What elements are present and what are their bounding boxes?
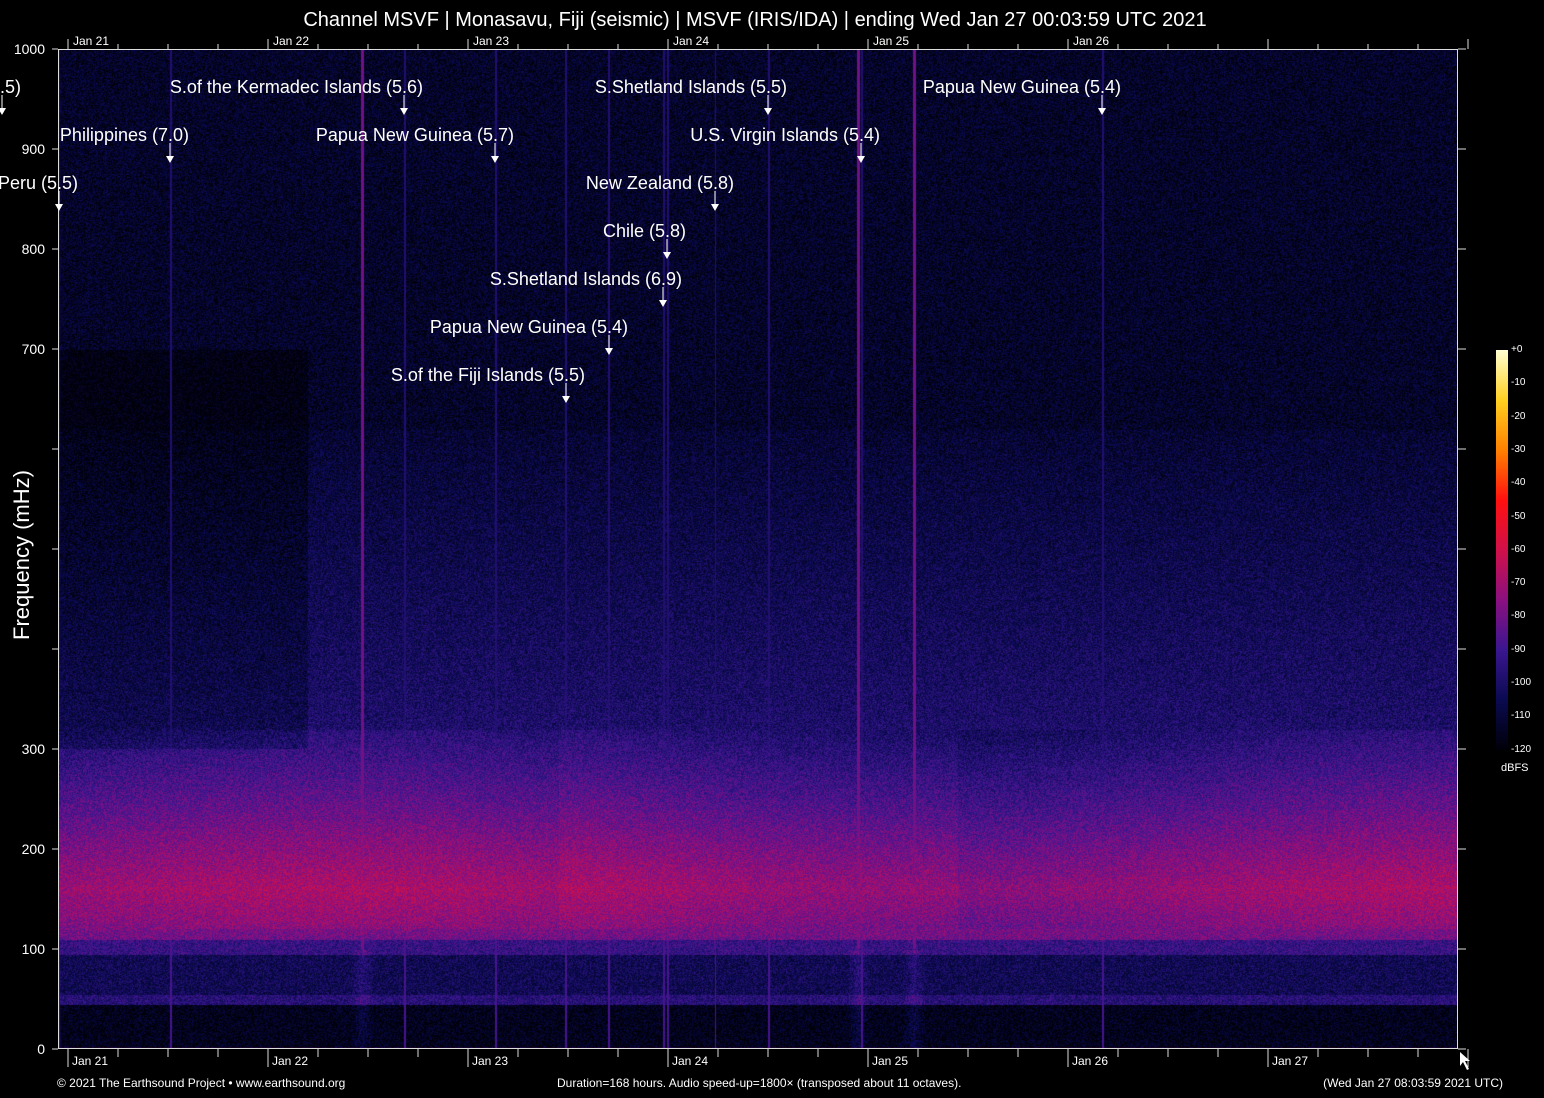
x-tick-label-top: Jan 26 bbox=[1073, 34, 1109, 48]
event-label: Chile (5.8) bbox=[602, 221, 686, 241]
colorbar-tick-label: +0 bbox=[1511, 344, 1523, 355]
x-tick-label-bottom: Jan 22 bbox=[272, 1054, 308, 1068]
y-tick-label: 700 bbox=[22, 341, 46, 357]
event-arrow-icon bbox=[711, 204, 719, 211]
event-label: S.Shetland Islands (5.5) bbox=[594, 77, 787, 97]
y-tick-label: 300 bbox=[22, 741, 46, 757]
colorbar-tick-label: -10 bbox=[1511, 377, 1526, 389]
event-label: S.Shetland Islands (6.9) bbox=[489, 269, 682, 289]
event-label: Philippines (7.0) bbox=[59, 125, 189, 145]
event-arrow-icon bbox=[0, 108, 6, 115]
event-label: Papua New Guinea (5.4) bbox=[922, 77, 1121, 97]
spectrogram bbox=[58, 49, 1458, 1049]
footer-copyright: © 2021 The Earthsound Project • www.eart… bbox=[57, 1076, 346, 1090]
event-arrow-icon bbox=[857, 156, 865, 163]
event-label: S.of the Kermadec Islands (5.6) bbox=[169, 77, 423, 97]
y-tick-label: 900 bbox=[22, 141, 46, 157]
event-arrow-icon bbox=[562, 396, 570, 403]
colorbar-tick-label: -30 bbox=[1511, 443, 1526, 455]
footer-duration: Duration=168 hours. Audio speed-up=1800×… bbox=[557, 1076, 962, 1090]
cursor-icon bbox=[1460, 1052, 1470, 1070]
y-tick-label: 1000 bbox=[14, 41, 45, 57]
x-tick-label-top: Jan 24 bbox=[673, 34, 709, 48]
event-arrow-icon bbox=[166, 156, 174, 163]
y-tick-label: 0 bbox=[37, 1041, 45, 1057]
event-arrow-icon bbox=[400, 108, 408, 115]
event-arrow-icon bbox=[55, 204, 63, 211]
event-label: Papua New Guinea (5.7) bbox=[315, 125, 514, 145]
plot-frame bbox=[58, 49, 1458, 1049]
y-axis-label: Frequency (mHz) bbox=[9, 470, 34, 640]
event-label: S.of the Fiji Islands (5.5) bbox=[390, 365, 585, 385]
colorbar-tick-label: -100 bbox=[1511, 677, 1532, 688]
x-tick-label-top: Jan 23 bbox=[473, 34, 509, 48]
colorbar-tick-label: -50 bbox=[1511, 510, 1526, 522]
event-label: Papua New Guinea (5.4) bbox=[429, 317, 628, 337]
colorbar-tick-label: -90 bbox=[1511, 643, 1526, 655]
colorbar-tick-label: -20 bbox=[1511, 410, 1526, 422]
event-label: ... (5.5) bbox=[0, 77, 21, 97]
y-tick-label: 800 bbox=[22, 241, 46, 257]
colorbar-tick-label: -40 bbox=[1511, 477, 1526, 489]
x-tick-label-top: Jan 22 bbox=[273, 34, 309, 48]
x-tick-label-bottom: Jan 26 bbox=[1072, 1054, 1108, 1068]
colorbar-tick-label: -110 bbox=[1511, 710, 1531, 722]
x-tick-label-bottom: Jan 23 bbox=[472, 1054, 508, 1068]
event-arrow-icon bbox=[764, 108, 772, 115]
colorbar-tick-label: -70 bbox=[1511, 577, 1526, 589]
event-arrow-icon bbox=[605, 348, 613, 355]
colorbar-tick-label: -120 bbox=[1511, 743, 1532, 755]
footer-timestamp: (Wed Jan 27 08:03:59 2021 UTC) bbox=[1323, 1076, 1503, 1090]
x-tick-label-bottom: Jan 25 bbox=[872, 1054, 908, 1068]
colorbar bbox=[1496, 350, 1508, 750]
event-arrow-icon bbox=[663, 252, 671, 259]
event-label: New Zealand (5.8) bbox=[585, 173, 734, 193]
x-tick-label-bottom: Jan 24 bbox=[672, 1054, 708, 1068]
event-arrow-icon bbox=[659, 300, 667, 307]
x-tick-label-top: Jan 25 bbox=[873, 34, 909, 48]
colorbar-unit: dBFS bbox=[1501, 762, 1529, 774]
y-tick-label: 100 bbox=[22, 941, 46, 957]
colorbar-tick-label: -60 bbox=[1511, 543, 1526, 555]
colorbar-tick-label: -80 bbox=[1511, 610, 1526, 622]
event-arrow-icon bbox=[1098, 108, 1106, 115]
chart-title: Channel MSVF | Monasavu, Fiji (seismic) … bbox=[303, 9, 1207, 31]
event-label: Peru (5.5) bbox=[0, 173, 78, 193]
x-tick-label-bottom: Jan 27 bbox=[1272, 1054, 1308, 1068]
y-tick-label: 200 bbox=[22, 841, 46, 857]
x-tick-label-bottom: Jan 21 bbox=[72, 1054, 108, 1068]
event-label: U.S. Virgin Islands (5.4) bbox=[690, 125, 880, 145]
event-arrow-icon bbox=[491, 156, 499, 163]
x-tick-label-top: Jan 21 bbox=[73, 34, 109, 48]
